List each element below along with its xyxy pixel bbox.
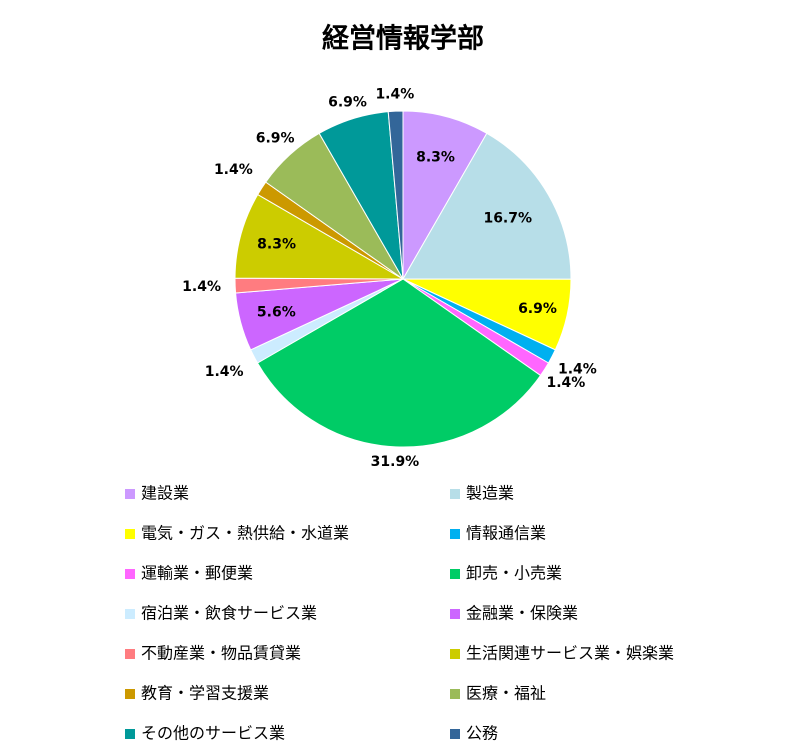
legend-swatch (450, 489, 460, 499)
data-label: 8.3% (257, 237, 296, 253)
data-label: 8.3% (416, 149, 455, 165)
legend-swatch (125, 689, 135, 699)
data-label: 1.4% (558, 362, 597, 378)
data-label: 1.4% (205, 364, 244, 380)
legend-label: 教育・学習支援業 (141, 684, 269, 703)
data-label: 6.9% (518, 301, 557, 317)
data-label: 31.9% (371, 454, 420, 470)
legend-label: 製造業 (466, 484, 514, 503)
legend-swatch (450, 569, 460, 579)
pie-slice (256, 278, 542, 448)
legend-swatch (125, 489, 135, 499)
data-label: 1.4% (546, 375, 585, 391)
legend-label: 建設業 (141, 484, 189, 503)
legend-swatch (450, 529, 460, 539)
legend-swatch (125, 649, 135, 659)
legend-swatch (125, 529, 135, 539)
legend-label: 公務 (466, 724, 498, 743)
legend-label: 卸売・小売業 (466, 564, 562, 583)
legend-label: 宿泊業・飲食サービス業 (141, 604, 317, 623)
data-label: 1.4% (214, 162, 253, 178)
data-label: 6.9% (328, 95, 367, 111)
legend-swatch (450, 689, 460, 699)
legend-label: 金融業・保険業 (466, 604, 578, 623)
data-label: 16.7% (483, 211, 532, 227)
legend-swatch (125, 569, 135, 579)
data-label: 1.4% (375, 86, 414, 102)
pie-slice (234, 193, 405, 280)
data-label: 5.6% (257, 305, 296, 321)
legend-swatch (450, 609, 460, 619)
legend-swatch (450, 729, 460, 739)
legend-label: 不動産業・物品賃貸業 (141, 644, 301, 663)
legend-label: 運輸業・郵便業 (141, 564, 253, 583)
pie-slice (387, 110, 404, 280)
legend-label: その他のサービス業 (141, 724, 285, 743)
pie-slice (402, 110, 488, 281)
legend-label: 電気・ガス・熱供給・水道業 (141, 524, 349, 543)
legend-swatch (125, 729, 135, 739)
legend-label: 生活関連サービス業・娯楽業 (466, 644, 674, 663)
data-label: 6.9% (256, 131, 295, 147)
pie-slice (402, 132, 572, 280)
chart-title: 経営情報学部 (322, 23, 484, 55)
data-label: 1.4% (182, 279, 221, 295)
legend-label: 医療・福祉 (466, 684, 546, 703)
legend-label: 情報通信業 (466, 524, 546, 543)
legend-swatch (450, 649, 460, 659)
legend-swatch (125, 609, 135, 619)
